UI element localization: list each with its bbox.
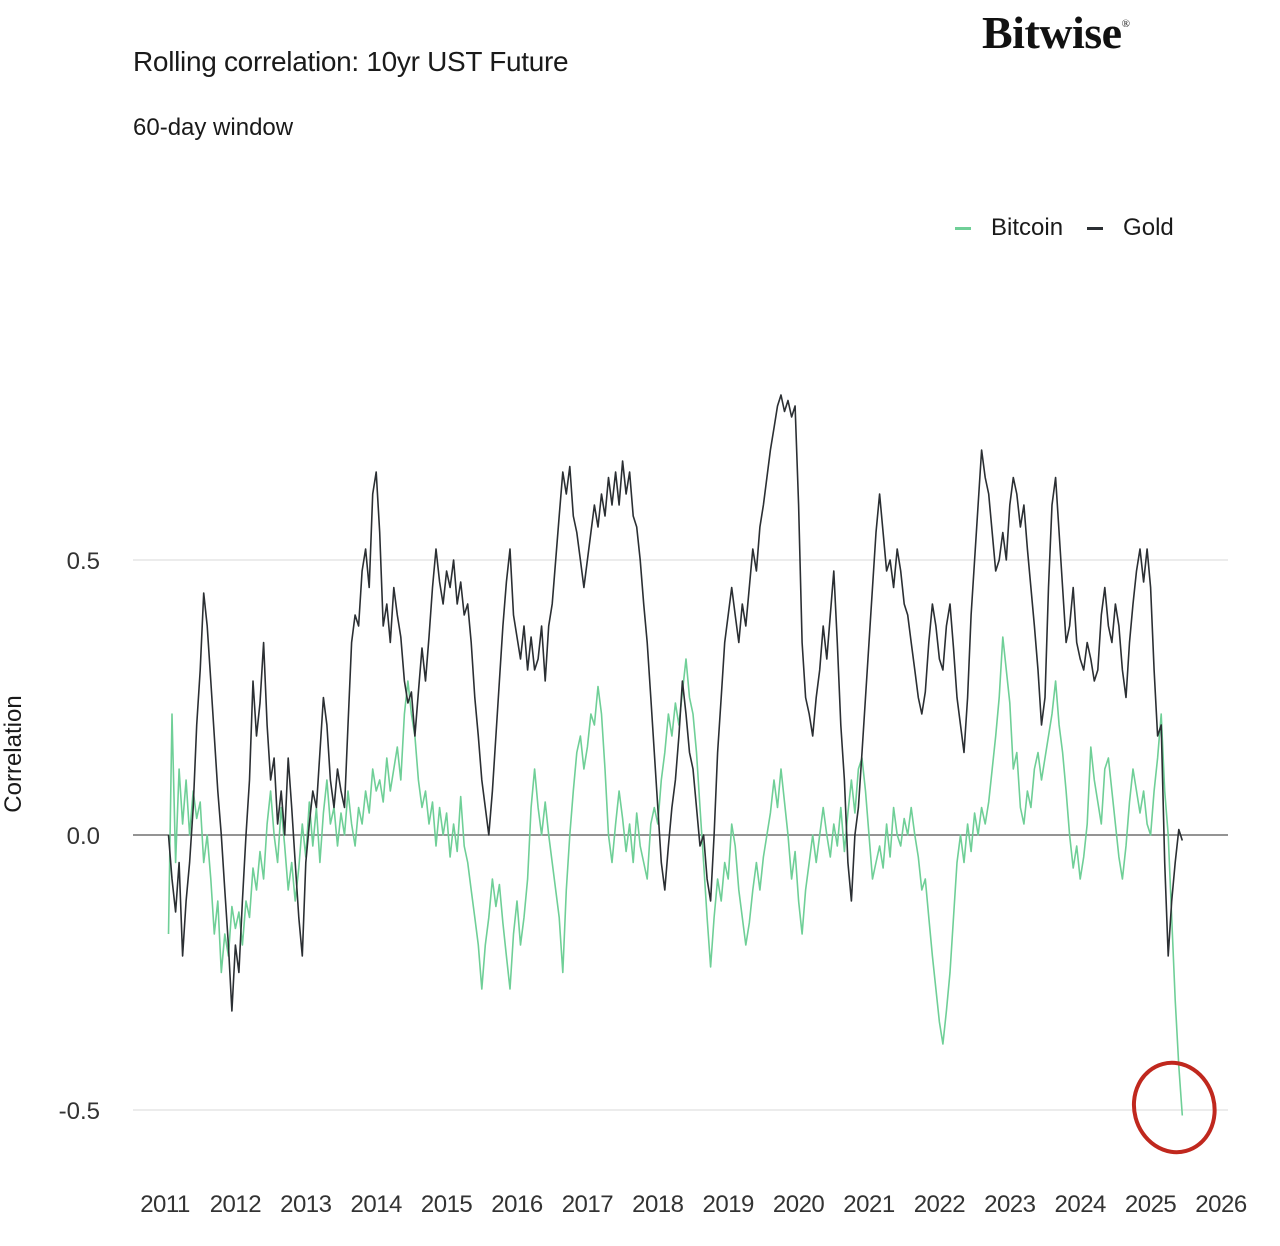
grid-lines	[133, 559, 1228, 1111]
x-tick-label: 2021	[843, 1191, 895, 1218]
legend-label-bitcoin: Bitcoin	[991, 214, 1064, 241]
series-line-bitcoin	[167, 636, 1184, 1116]
legend-item-gold: Gold	[1087, 214, 1174, 242]
x-tick-label: 2011	[140, 1191, 190, 1218]
x-tick-labels: 2011 2012 2013 2014 2015 2016 2017 2018 2019 2020…	[140, 1191, 1247, 1218]
x-tick-label: 2020	[773, 1191, 825, 1218]
y-tick-label: -0.5	[59, 1098, 100, 1125]
y-tick-labels: 0.5 0.0 -0.5	[59, 548, 100, 1125]
x-tick-label: 2023	[984, 1191, 1036, 1218]
series-lines	[167, 394, 1184, 1116]
x-tick-label: 2022	[914, 1191, 966, 1218]
x-tick-label: 2019	[703, 1191, 755, 1218]
legend-item-bitcoin: Bitcoin	[955, 214, 1063, 242]
x-tick-label: 2013	[280, 1191, 332, 1218]
x-tick-label: 2025	[1125, 1191, 1177, 1218]
x-tick-label: 2014	[351, 1191, 403, 1218]
legend-swatch-bitcoin	[955, 226, 971, 230]
x-tick-label: 2024	[1055, 1191, 1107, 1218]
y-tick-label: 0.5	[67, 548, 100, 575]
registered-mark: ®	[1121, 18, 1130, 30]
brand-logo: Bitwise®	[982, 6, 1130, 59]
x-tick-label: 2012	[210, 1191, 262, 1218]
x-tick-label: 2026	[1195, 1191, 1247, 1218]
x-tick-label: 2018	[632, 1191, 684, 1218]
series-line-gold	[167, 394, 1184, 1012]
x-tick-label: 2017	[562, 1191, 614, 1218]
legend-swatch-gold	[1087, 226, 1104, 230]
legend-label-gold: Gold	[1123, 214, 1174, 241]
y-tick-label: 0.0	[67, 823, 100, 850]
chart-subtitle: 60-day window	[133, 114, 294, 141]
brand-name: Bitwise	[982, 7, 1122, 58]
annotation	[1131, 1060, 1217, 1155]
x-tick-label: 2015	[421, 1191, 473, 1218]
x-tick-label: 2016	[491, 1191, 543, 1218]
annotation-circle	[1131, 1060, 1217, 1155]
chart-title: Rolling correlation: 10yr UST Future	[133, 46, 569, 77]
chart-legend: Bitcoin Gold	[955, 214, 1198, 242]
